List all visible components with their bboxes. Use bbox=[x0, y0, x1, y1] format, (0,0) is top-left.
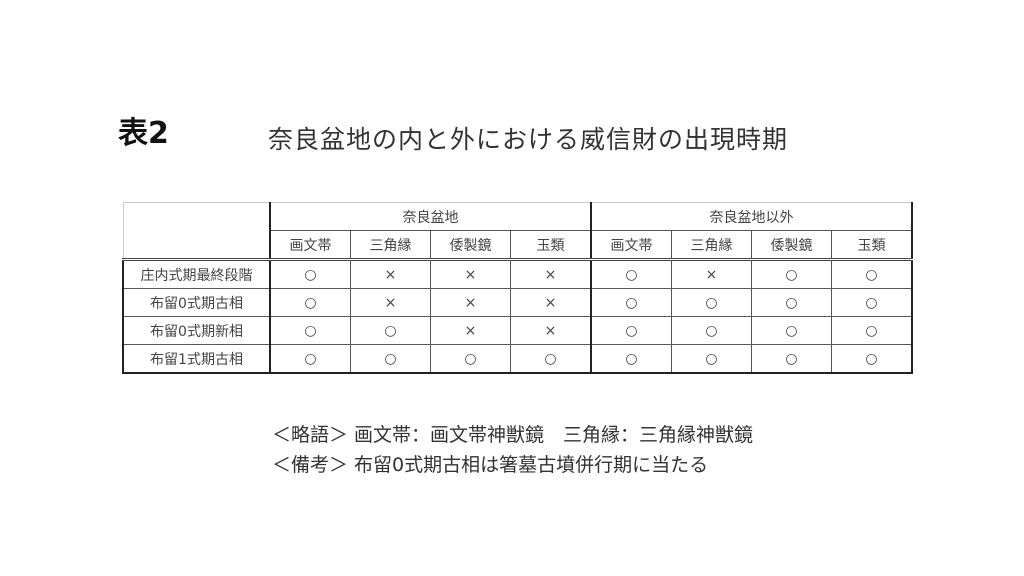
table-label: 表2 bbox=[118, 116, 169, 151]
table-title: 奈良盆地の内と外における威信財の出現時期 bbox=[268, 125, 789, 154]
row-header: 布留0式期古相 bbox=[122, 288, 271, 317]
column-header: 画文帯 bbox=[590, 230, 672, 261]
abbreviation-note: ＜略語＞ 画文帯：画文帯神獣鏡 三角縁：三角縁神獣鏡 bbox=[272, 424, 754, 446]
row-header: 布留1式期古相 bbox=[122, 344, 271, 374]
table-row: 布留1式期古相 ○ ○ ○ ○ ○ ○ ○ ○ bbox=[122, 344, 913, 374]
table-cell: ○ bbox=[590, 344, 672, 374]
table-cell: × bbox=[430, 259, 511, 289]
table-cell: ○ bbox=[751, 316, 832, 345]
table-cell: × bbox=[430, 288, 511, 317]
table-cell: × bbox=[350, 259, 431, 289]
column-header: 三角縁 bbox=[350, 230, 431, 261]
table-cell: ○ bbox=[430, 344, 511, 374]
table-cell: ○ bbox=[671, 316, 752, 345]
table-cell: ○ bbox=[831, 259, 913, 289]
table-cell: ○ bbox=[269, 316, 351, 345]
remark-note: ＜備考＞ 布留0式期古相は箸墓古墳併行期に当たる bbox=[272, 454, 709, 476]
table-cell: ○ bbox=[751, 259, 832, 289]
table-cell: × bbox=[510, 288, 592, 317]
group-header: 奈良盆地 bbox=[269, 202, 592, 231]
table-row: 布留0式期新相 ○ ○ × × ○ ○ ○ ○ bbox=[122, 316, 913, 345]
table-cell: × bbox=[671, 259, 752, 289]
table-cell: × bbox=[430, 316, 511, 345]
table-cell: ○ bbox=[269, 344, 351, 374]
table-cell: ○ bbox=[350, 344, 431, 374]
table-cell: ○ bbox=[671, 344, 752, 374]
table-row: 布留0式期古相 ○ × × × ○ ○ ○ ○ bbox=[122, 288, 913, 317]
prestige-goods-table: 奈良盆地 奈良盆地以外 画文帯 三角縁 倭製鏡 玉類 画文帯 三角縁 倭製鏡 玉類 庄内式期最… bbox=[122, 202, 913, 374]
table-cell: ○ bbox=[751, 288, 832, 317]
column-header: 倭製鏡 bbox=[751, 230, 832, 261]
table-cell: ○ bbox=[590, 316, 672, 345]
table-cell: × bbox=[510, 316, 592, 345]
column-header: 倭製鏡 bbox=[430, 230, 511, 261]
table-cell: ○ bbox=[671, 288, 752, 317]
table-cell: ○ bbox=[590, 259, 672, 289]
table-cell: ○ bbox=[590, 288, 672, 317]
notes: ＜略語＞ 画文帯：画文帯神獣鏡 三角縁：三角縁神獣鏡 ＜備考＞ 布留0式期古相は… bbox=[272, 420, 753, 480]
table-cell: × bbox=[510, 259, 592, 289]
table-cell: ○ bbox=[831, 316, 913, 345]
table-cell: ○ bbox=[751, 344, 832, 374]
column-header: 玉類 bbox=[510, 230, 592, 261]
group-header: 奈良盆地以外 bbox=[590, 202, 913, 231]
table-cell: ○ bbox=[350, 316, 431, 345]
table-cell: ○ bbox=[269, 288, 351, 317]
table-cell: ○ bbox=[831, 288, 913, 317]
row-header: 布留0式期新相 bbox=[122, 316, 271, 345]
corner-cell bbox=[122, 202, 271, 261]
row-header: 庄内式期最終段階 bbox=[122, 259, 271, 289]
column-header: 画文帯 bbox=[269, 230, 351, 261]
column-header: 玉類 bbox=[831, 230, 913, 261]
table-cell: ○ bbox=[831, 344, 913, 374]
table-row: 庄内式期最終段階 ○ × × × ○ × ○ ○ bbox=[122, 259, 913, 289]
table-cell: × bbox=[350, 288, 431, 317]
column-header: 三角縁 bbox=[671, 230, 752, 261]
table-cell: ○ bbox=[510, 344, 592, 374]
table-cell: ○ bbox=[269, 259, 351, 289]
